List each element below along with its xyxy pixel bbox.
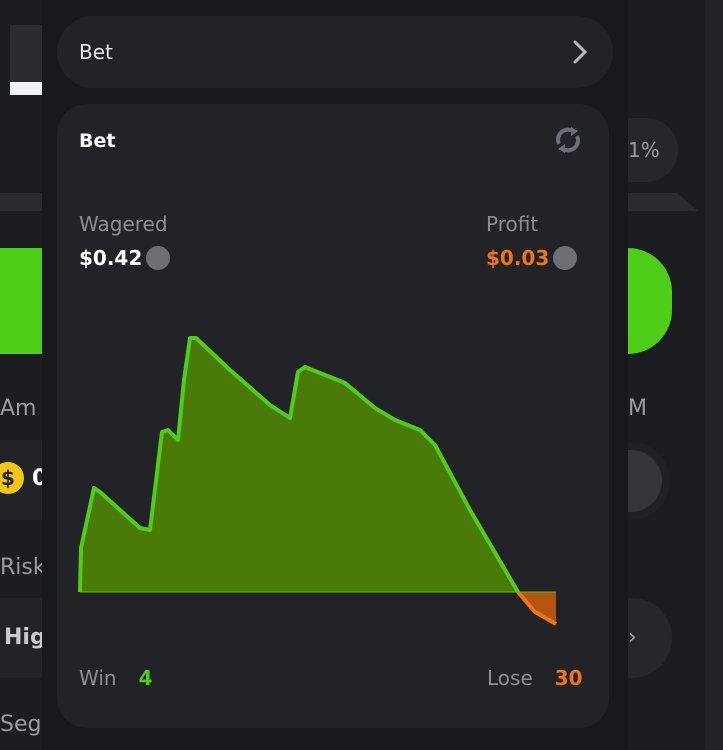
amount-value: 0 — [32, 466, 42, 491]
win-label: Win — [79, 666, 117, 690]
lose-line — [516, 590, 557, 626]
background-percent-pill: 1% — [628, 118, 678, 182]
profit-label: Profit — [486, 212, 539, 236]
stellar-icon — [146, 245, 171, 270]
wagered-value: $0.42 — [79, 246, 143, 270]
lose-label: Lose — [487, 666, 533, 690]
risk-value: Hig — [4, 625, 42, 650]
win-line — [78, 336, 520, 594]
risk-select: Hig — [0, 598, 42, 678]
profit-value-row: $0.03 — [486, 245, 578, 272]
bet-stats-card: Bet Wagered $0.42 Profit $0.03 Win 4 Lose… — [57, 104, 609, 728]
card-title: Bet — [79, 130, 116, 152]
win-value: 4 — [138, 666, 153, 690]
lose-value: 30 — [554, 666, 583, 690]
lose-area — [518, 592, 556, 624]
background-band — [0, 193, 42, 211]
win-area — [80, 338, 518, 592]
risk-label: Risk — [0, 555, 42, 580]
profit-chart — [78, 336, 557, 626]
right-label: M — [628, 396, 647, 421]
scrollbar[interactable] — [705, 0, 723, 750]
win-stat: Win 4 — [79, 666, 153, 690]
profit-value: $0.03 — [486, 246, 550, 270]
segments-label: Seg — [0, 712, 42, 737]
background-bet-button — [0, 248, 42, 354]
amount-label: Am — [0, 396, 37, 421]
stellar-icon — [553, 245, 578, 270]
lose-stat: Lose 30 — [487, 666, 583, 690]
percent-text: 1% — [628, 138, 660, 162]
background-band — [628, 193, 698, 211]
refresh-icon[interactable] — [553, 126, 583, 154]
wagered-value-row: $0.42 — [79, 245, 171, 272]
wagered-label: Wagered — [79, 212, 168, 236]
dollar-coin-icon: $ — [0, 462, 24, 494]
chevron-right-icon — [573, 40, 587, 64]
bet-row-button[interactable]: Bet — [57, 16, 613, 88]
background-slider-fill — [10, 82, 42, 95]
bet-row-label: Bet — [79, 40, 113, 64]
